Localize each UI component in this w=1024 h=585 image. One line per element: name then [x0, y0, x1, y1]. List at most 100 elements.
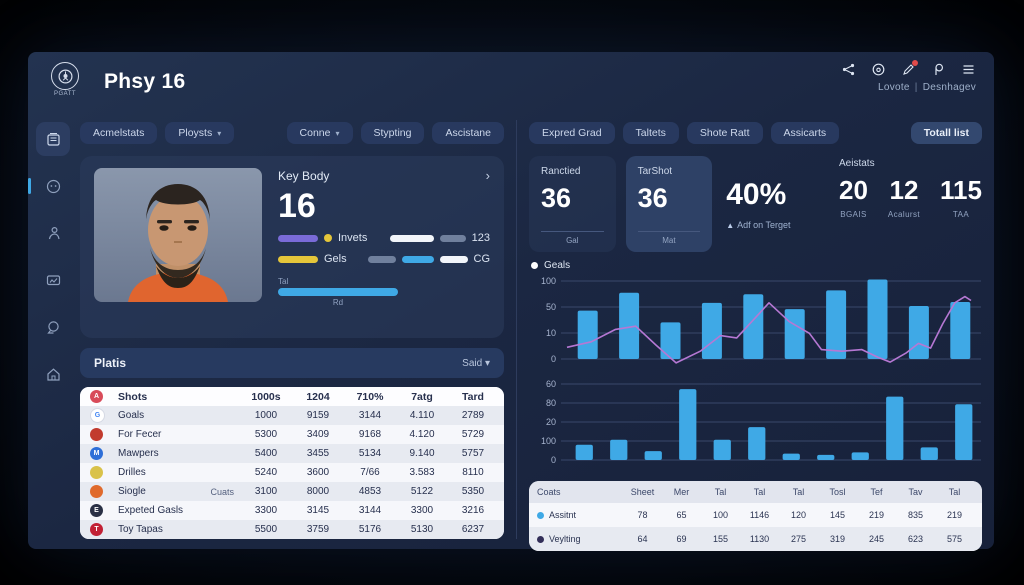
share-icon[interactable] — [841, 62, 856, 77]
tab-label: Expred Grad — [542, 127, 602, 139]
cell-value: 5130 — [410, 524, 434, 535]
assist-label: TAA — [952, 210, 970, 219]
column-header: 1000s — [251, 390, 281, 403]
white-bar-2 — [439, 255, 468, 263]
app-logo[interactable]: PGATT — [40, 62, 90, 97]
bottom-cell-value: 64 — [637, 534, 648, 544]
table-row-siogle[interactable]: Siogle Cuats 3100 8000 4853 5122 5350 — [80, 482, 504, 501]
table-row-mawpers[interactable]: M Mawpers 5400 3455 5134 9.140 5757 — [80, 444, 504, 463]
bottom-cell-value: 245 — [868, 534, 885, 544]
cell-value: 5134 — [358, 448, 382, 459]
menu-icon[interactable] — [961, 62, 976, 77]
svg-text:50: 50 — [546, 302, 556, 312]
blue-bar — [401, 255, 434, 263]
tab-assicarts[interactable]: Assicarts — [770, 122, 840, 144]
bottom-cell-value: 575 — [946, 534, 963, 544]
chevron-right-icon[interactable]: › — [485, 168, 490, 183]
cell-value: 3144 — [358, 505, 382, 516]
stat-card-label: Ranctied — [541, 166, 581, 177]
tab-ploysts[interactable]: Ploysts ▾ — [165, 122, 235, 144]
svg-text:100: 100 — [541, 276, 556, 286]
row-note: Cuats — [210, 486, 234, 497]
cell-value: 5176 — [358, 524, 382, 535]
cell-value: 3455 — [306, 448, 330, 459]
row-label: Expeted Gasls — [118, 505, 184, 516]
bottom-cell-value: 145 — [829, 510, 846, 520]
table-row-toy-tapas[interactable]: T Toy Tapas 5500 3759 5176 5130 6237 — [80, 520, 504, 539]
tab-acmelstats[interactable]: Acmelstats — [80, 122, 158, 144]
tab-ascistane[interactable]: Ascistane — [432, 122, 504, 144]
player-info: Key Body › 16 Invets — [278, 168, 490, 326]
bottom-table-row-veylting[interactable]: Veylting 64 69 155 1130 275 319 245 623 575 — [529, 527, 982, 551]
divider — [541, 231, 604, 232]
sidebar-item-chat-icon[interactable] — [36, 310, 70, 344]
svg-text:10: 10 — [546, 328, 556, 338]
stat-card-value: 36 — [637, 183, 668, 213]
stat-row-1-label: Invets — [338, 232, 368, 244]
legend-dot-icon — [531, 262, 538, 269]
cell-value: 9168 — [358, 429, 382, 440]
svg-text:20: 20 — [546, 417, 556, 427]
rho-icon[interactable] — [931, 62, 946, 77]
stat-card-ranctied[interactable]: Ranctied 36 Gal — [529, 156, 616, 252]
edit-notification-icon[interactable] — [901, 60, 918, 77]
home-circle-icon[interactable] — [871, 62, 886, 77]
cell-value: 9.140 — [409, 448, 435, 459]
sidebar-item-home-icon[interactable] — [36, 357, 70, 391]
bottom-table-row-assitnt[interactable]: Assitnt 78 65 100 1146 120 145 219 835 219 — [529, 503, 982, 527]
table-row-expeted-gasls[interactable]: E Expeted Gasls 3300 3145 3144 3300 3216 — [80, 501, 504, 520]
bottom-column-header: Tav — [908, 487, 923, 497]
percent-card[interactable]: 40% ▲ Adf on Terget — [722, 156, 825, 252]
sidebar-item-card-icon[interactable] — [36, 263, 70, 297]
cell-value: 3.583 — [409, 467, 435, 478]
said-dropdown[interactable]: Said ▾ — [462, 357, 490, 369]
purple-bar — [278, 234, 318, 242]
player-photo — [94, 168, 262, 302]
tab-stypting[interactable]: Stypting — [360, 122, 425, 144]
key-body-number: 16 — [278, 187, 316, 225]
chart-legend: Geals — [531, 260, 982, 271]
account-line[interactable]: Lovote | Desnhagev — [878, 82, 976, 93]
table-row-for-fecer[interactable]: For Fecer 5300 3409 9168 4.120 5729 — [80, 425, 504, 444]
bottom-column-header: Tal — [948, 487, 961, 497]
progress-block: Tal Rd — [278, 277, 408, 307]
tab-taltets[interactable]: Taltets — [622, 122, 679, 144]
stat-card-tarshot[interactable]: TarShot 36 Mat — [625, 156, 713, 252]
sidebar-item-archive-icon[interactable] — [36, 122, 70, 156]
row-icon-drilles — [90, 466, 103, 479]
row-icon-toy-tapas: T — [90, 523, 103, 536]
row-label: For Fecer — [118, 429, 162, 440]
bottom-cell-value: 69 — [676, 534, 687, 544]
column-header: 7atg — [411, 390, 433, 403]
up-arrow-icon: ▲ — [726, 221, 735, 230]
sidebar-item-face-icon[interactable] — [28, 169, 70, 203]
chevron-down-icon: ▾ — [217, 128, 222, 138]
tab-shote-ratt[interactable]: Shote Ratt — [686, 122, 763, 144]
tab-conne[interactable]: Conne ▾ — [286, 122, 353, 144]
bottom-column-header: Tef — [870, 487, 883, 497]
svg-text:0: 0 — [551, 354, 556, 364]
stats-table-header[interactable]: A Shots 1000s 1204 710% 7atg Tard — [80, 387, 504, 406]
tab-label: Conne — [299, 127, 331, 139]
progress-top-label: Tal — [278, 277, 289, 286]
bottom-column-header: Mer — [673, 487, 690, 497]
tab-expred-grad[interactable]: Expred Grad — [529, 122, 615, 144]
tab-label: Taltets — [635, 127, 666, 139]
account-user: Lovote — [877, 82, 910, 93]
tab-totall-list[interactable]: Totall list — [910, 122, 982, 144]
soccer-ball-icon — [51, 62, 79, 90]
bottom-cell-value: 623 — [907, 534, 924, 544]
bottom-cell-value: 319 — [829, 534, 846, 544]
row-label: Drilles — [118, 467, 146, 478]
table-row-goals[interactable]: G Goals 1000 9159 3144 4.110 2789 — [80, 406, 504, 425]
sidebar-item-person-icon[interactable] — [36, 216, 70, 250]
key-body-title: Key Body — [278, 168, 330, 183]
column-header: Tard — [462, 390, 484, 403]
assist-stat-taa: 115 TAA — [940, 177, 982, 219]
table-row-drilles[interactable]: Drilles 5240 3600 7/66 3.583 8110 — [80, 463, 504, 482]
cell-value: 3145 — [306, 505, 330, 516]
yellow-bar — [278, 255, 318, 263]
tab-label: Ascistane — [445, 127, 491, 139]
bottom-cell-value: 78 — [637, 510, 648, 520]
player-card[interactable]: Key Body › 16 Invets — [80, 156, 504, 338]
